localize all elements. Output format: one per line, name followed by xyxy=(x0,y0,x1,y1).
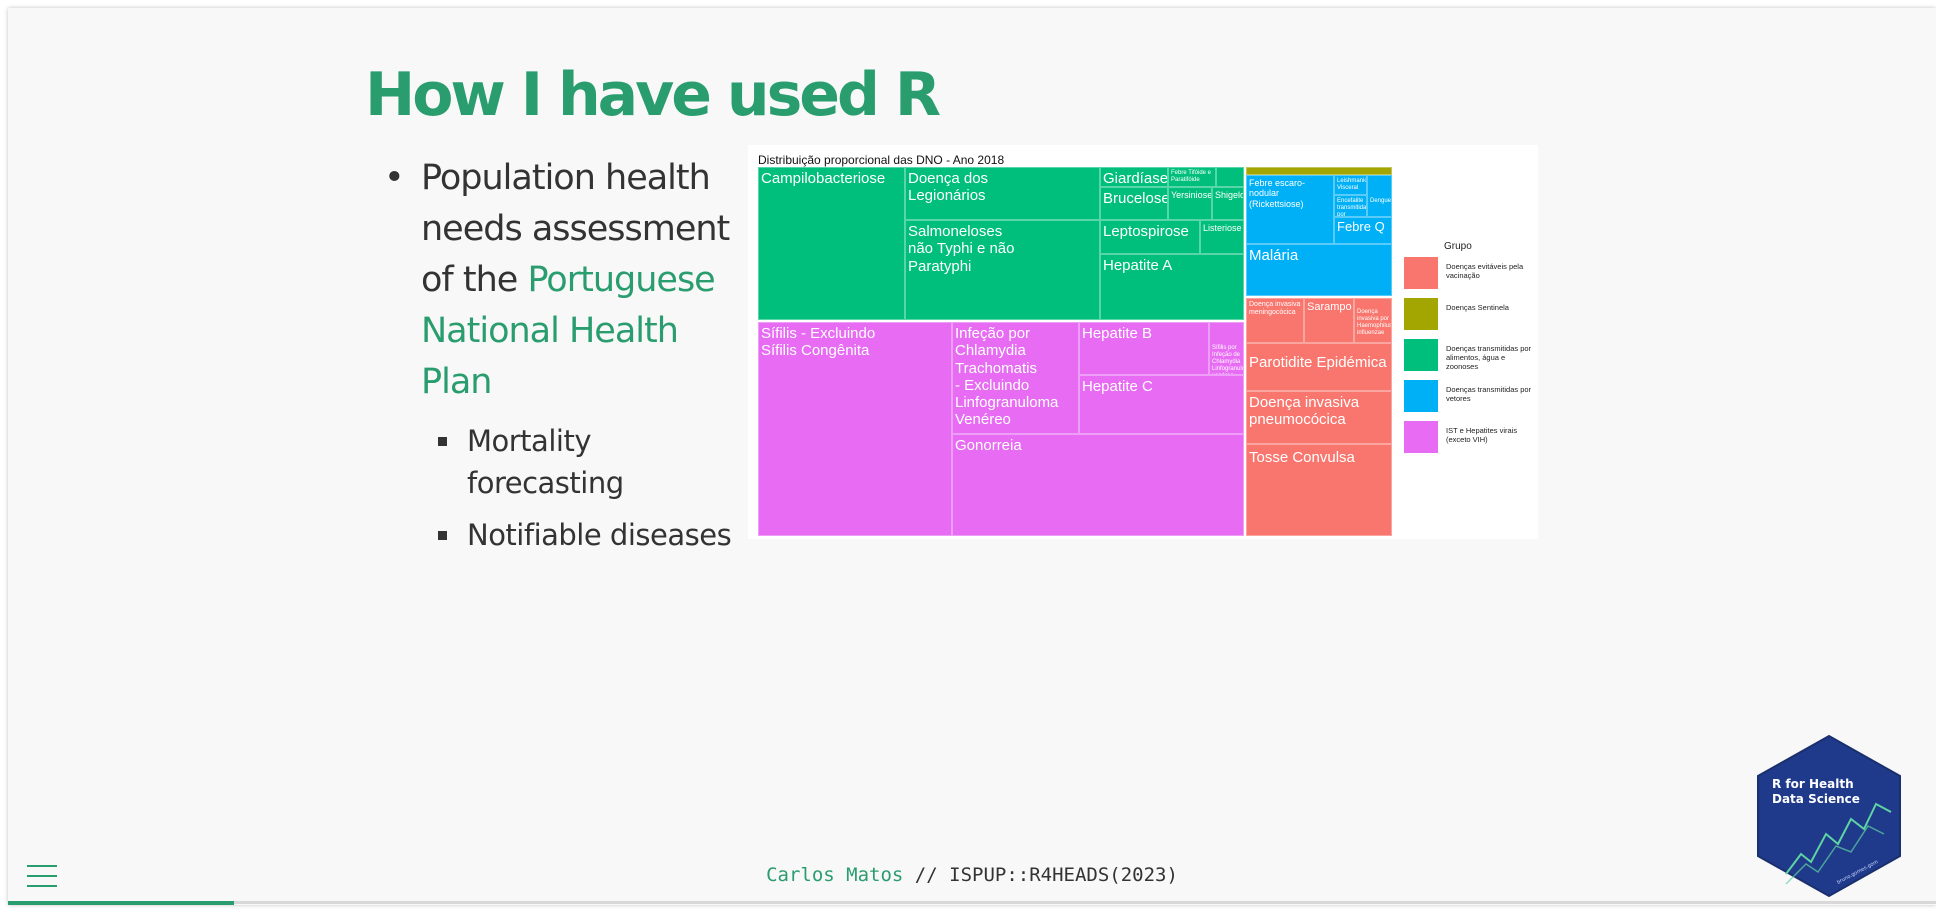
logo-line2: Data Science xyxy=(1772,792,1860,806)
legend-label: Doenças transmitidas por vetores xyxy=(1446,385,1532,403)
treemap-cell: Doença invasiva meningocócica xyxy=(1246,298,1304,343)
treemap-cell: Giardíase xyxy=(1100,167,1168,187)
treemap-cell xyxy=(1246,167,1392,175)
treemap-cell: Encefalite transmitida por carraças xyxy=(1334,195,1367,217)
legend-label: Doenças Sentinela xyxy=(1446,303,1509,312)
legend-label: IST e Hepatites virais (exceto VIH) xyxy=(1446,426,1518,444)
footer-course: ISPUP::R4HEADS(2023) xyxy=(949,864,1178,886)
treemap-cell: Doença invasiva pneumocócica xyxy=(1246,391,1392,444)
slide-title: How I have used R xyxy=(365,60,941,130)
treemap-cell: Febre Tifóide e Paratifóide xyxy=(1168,167,1216,187)
treemap-cell: Gonorreia xyxy=(952,434,1244,536)
bullet-item: • Population health needs assessment of … xyxy=(372,153,732,408)
treemap-cell: Parotidite Epidémica xyxy=(1246,343,1392,391)
legend-item: Doenças evitáveis pela vacinação xyxy=(1404,257,1534,289)
progress-bar xyxy=(8,901,234,905)
legend-title: Grupo xyxy=(1444,241,1472,252)
sub-bullet-item: Mortality forecasting xyxy=(372,420,732,504)
treemap-cell: Leishmaniose Visceral xyxy=(1334,175,1367,195)
progress-track[interactable] xyxy=(8,901,1936,904)
legend-item: IST e Hepatites virais (exceto VIH) xyxy=(1404,421,1534,453)
treemap-cell: Hepatite C xyxy=(1079,375,1244,434)
treemap-cell: Doença invasiva por Haemophilus influenz… xyxy=(1354,298,1392,343)
treemap-cell: Doença dos Legionários xyxy=(905,167,1100,220)
sub-bullet-square xyxy=(438,531,447,540)
legend-swatch xyxy=(1404,380,1438,412)
pnh-plan-link[interactable]: Portuguese National Health Plan xyxy=(421,260,716,402)
treemap-cell: Brucelose xyxy=(1100,187,1168,220)
treemap-cell: Yersiniose xyxy=(1168,187,1212,220)
treemap-cell: Infeção por Chlamydia Trachomatis - Excl… xyxy=(952,322,1079,434)
slide-footer: Carlos Matos // ISPUP::R4HEADS(2023) xyxy=(8,864,1936,886)
legend-swatch xyxy=(1404,339,1438,371)
treemap-cell: Malária xyxy=(1246,244,1392,296)
treemap-image: Distribuição proporcional das DNO - Ano … xyxy=(748,145,1538,539)
treemap-title: Distribuição proporcional das DNO - Ano … xyxy=(758,153,1005,167)
treemap-cell: Tosse Convulsa xyxy=(1246,444,1392,536)
treemap-cell: Campilobacteriose xyxy=(758,167,905,320)
legend-label: Doenças transmitidas por alimentos, água… xyxy=(1446,344,1532,371)
treemap-cell: Hepatite B xyxy=(1079,322,1209,375)
logo-line1: R for Health xyxy=(1772,777,1854,791)
treemap-cell: Hepatite A xyxy=(1100,254,1244,320)
treemap-cell: Listeriose xyxy=(1200,220,1244,254)
treemap-cell: Sífilis - Excluindo Sífilis Congênita xyxy=(758,322,952,536)
sub-bullet-item: Notifiable diseases xyxy=(372,514,732,556)
sub-bullet-text: Mortality forecasting xyxy=(467,424,624,500)
footer-separator: // xyxy=(903,864,950,886)
treemap-cell: Febre escaro-nodular (Rickettsiose) xyxy=(1246,175,1334,244)
sub-bullet-text: Notifiable diseases xyxy=(467,518,732,552)
treemap-cell: Shigelose xyxy=(1212,187,1244,220)
treemap-cell: Sífilis por Infeção de Chlamydia Linfogr… xyxy=(1209,322,1244,375)
treemap-cell: Salmoneloses não Typhi e não Paratyphi xyxy=(905,220,1100,320)
treemap-cell xyxy=(1216,167,1244,187)
treemap-cell: Febre Q xyxy=(1334,217,1392,244)
footer-author: Carlos Matos xyxy=(766,864,904,886)
r4heads-hex-logo: R for Health Data Science bruno.gomes.go… xyxy=(1757,734,1901,898)
treemap-cell: Leptospirose xyxy=(1100,220,1200,254)
bullet-list: • Population health needs assessment of … xyxy=(372,153,732,556)
legend-item: Doenças Sentinela xyxy=(1404,298,1534,330)
hamburger-menu-icon[interactable] xyxy=(27,862,57,892)
slide: How I have used R • Population health ne… xyxy=(8,8,1936,905)
treemap-cell: Dengue xyxy=(1367,175,1392,217)
bullet-text: Population health needs assessment of th… xyxy=(421,158,730,300)
legend-swatch xyxy=(1404,421,1438,453)
legend-item: Doenças transmitidas por vetores xyxy=(1404,380,1534,412)
sub-bullet-square xyxy=(438,437,447,446)
legend-label: Doenças evitáveis pela vacinação xyxy=(1446,262,1524,280)
bullet-dot: • xyxy=(384,158,405,198)
treemap-cell: Sarampo xyxy=(1304,298,1354,343)
legend-swatch xyxy=(1404,257,1438,289)
legend-item: Doenças transmitidas por alimentos, água… xyxy=(1404,339,1534,371)
legend-swatch xyxy=(1404,298,1438,330)
